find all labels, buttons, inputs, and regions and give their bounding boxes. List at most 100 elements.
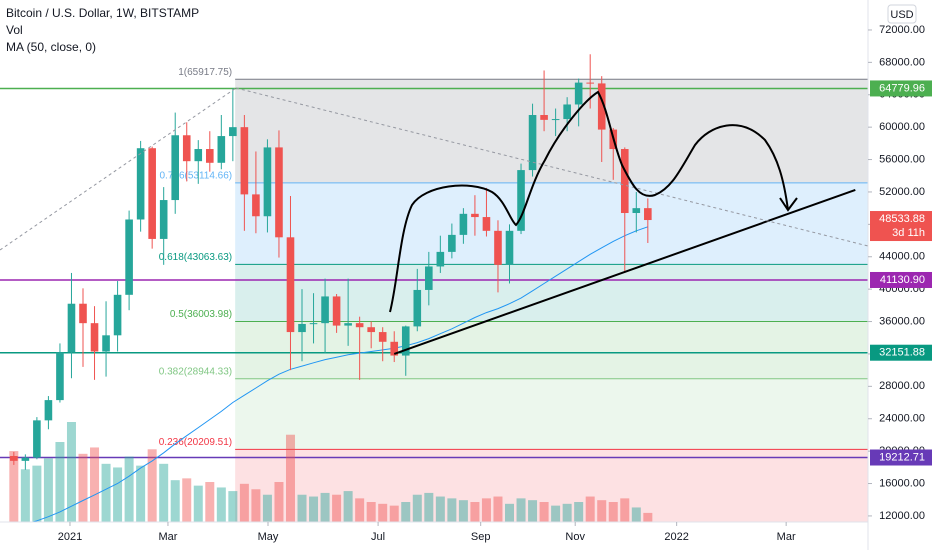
volume-bar [447, 498, 457, 522]
candle-body [229, 127, 237, 137]
candle-body [10, 455, 18, 461]
candle-body [528, 115, 537, 171]
volume-bar [458, 500, 468, 522]
candle-body [217, 136, 226, 163]
candle-body [425, 266, 433, 290]
volume-bar [297, 494, 307, 522]
volume-bar [228, 491, 238, 522]
currency-box[interactable] [887, 4, 917, 24]
x-tick-label: Nov [565, 531, 585, 543]
volume-bar [597, 500, 607, 522]
candle-body [401, 326, 410, 356]
volume-bar [343, 491, 353, 522]
candle-body [390, 341, 399, 356]
fib-label: 1(65917.75) [178, 67, 232, 78]
volume-bar [470, 502, 480, 522]
volume-bar [585, 496, 595, 522]
candle-body [505, 230, 514, 265]
candle-body [517, 170, 525, 231]
candle-body [309, 323, 318, 325]
y-tick-label: 60000.00 [879, 121, 925, 133]
chart-title: Bitcoin / U.S. Dollar, 1W, BITSTAMP [6, 6, 199, 20]
candle-body [597, 83, 606, 130]
candle-body [102, 335, 110, 352]
candle-body [136, 148, 145, 220]
volume-bar [516, 498, 526, 522]
volume-bar [32, 465, 42, 522]
candle-body [252, 194, 260, 217]
fib-zone [235, 378, 868, 450]
candle-body [471, 213, 479, 218]
volume-bar [66, 422, 76, 522]
volume-bar [355, 498, 365, 522]
x-tick-label: Mar [777, 531, 796, 543]
candle-body [482, 217, 491, 231]
candle-body [113, 294, 122, 336]
volume-bar [78, 453, 88, 522]
candle-body [263, 147, 272, 217]
hand-drawn-path [389, 90, 789, 313]
fib-label: 0.382(28944.33) [159, 366, 232, 377]
drawings [0, 87, 868, 313]
last-price-label: 48533.88 [879, 213, 925, 225]
candle-body [125, 219, 133, 295]
arrow-head [779, 197, 798, 212]
y-tick-label: 28000.00 [879, 380, 925, 392]
price-label-box [870, 344, 932, 361]
countdown-label: 3d 11h [892, 227, 925, 239]
price-label-box [870, 80, 932, 97]
volume-bar [401, 502, 411, 522]
fib-trend-line [235, 87, 868, 247]
price-label: 41130.90 [880, 274, 925, 286]
candle-body [321, 296, 329, 324]
candle-body [494, 230, 502, 265]
y-tick-label: 44000.00 [879, 251, 925, 263]
volume-bar [55, 442, 65, 522]
volume-bar [216, 487, 226, 522]
currency-label[interactable]: USD [890, 9, 913, 21]
candle-body [332, 296, 341, 326]
fib-zone [235, 321, 868, 379]
volume-bar [389, 505, 399, 522]
candle-body [182, 135, 191, 162]
candle-body [620, 149, 629, 214]
volume-bar [631, 507, 641, 522]
volume-bar [505, 503, 515, 522]
candle-body [378, 332, 387, 342]
y-tick-label: 68000.00 [879, 56, 925, 68]
volume-bar [113, 467, 123, 522]
volume-bar [101, 463, 111, 522]
candle-body [540, 115, 548, 120]
candle-body [367, 327, 375, 333]
volume-bar [332, 494, 342, 522]
candle-body [275, 147, 283, 238]
volume-bar [320, 492, 330, 522]
volume-bar [424, 492, 434, 522]
volume-bar [9, 451, 19, 522]
volume-bar [182, 478, 192, 522]
candle-body [56, 352, 64, 401]
candle-body [298, 323, 306, 333]
volume-bar [159, 463, 169, 522]
volume-bar [412, 494, 422, 522]
y-tick-label: 12000.00 [879, 510, 925, 522]
candle-body [286, 237, 295, 333]
candle-body [205, 149, 214, 163]
candle-body [644, 208, 652, 221]
candle-body [632, 208, 641, 214]
x-tick-label: 2022 [664, 531, 688, 543]
x-tick-label: Jul [371, 531, 385, 543]
price-label: 64779.96 [879, 82, 925, 94]
fib-zone [235, 182, 868, 265]
candle-body [436, 251, 445, 267]
volume-bar [170, 480, 180, 522]
candle-body [563, 104, 571, 120]
y-tick-label: 72000.00 [879, 24, 925, 36]
volume-bar [378, 503, 388, 522]
candle-body [79, 303, 87, 324]
candle-body [194, 149, 203, 162]
candle-body [344, 323, 352, 326]
volume-bar [285, 434, 295, 522]
candle-body [448, 234, 456, 252]
